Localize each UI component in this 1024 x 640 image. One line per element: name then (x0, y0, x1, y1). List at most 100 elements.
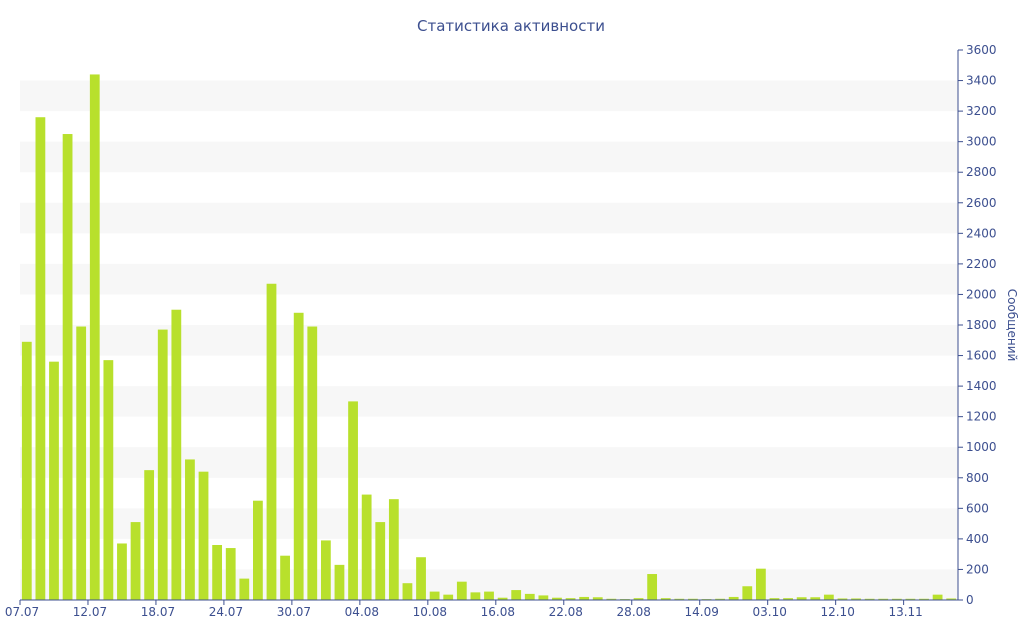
y-tick-label: 2400 (966, 226, 997, 240)
grid-band (20, 202, 958, 234)
y-tick-label: 1600 (966, 349, 997, 363)
bar (633, 598, 644, 600)
bar (606, 598, 617, 600)
bar (171, 309, 182, 600)
x-tick-label: 14.09 (685, 605, 719, 619)
grid-band (20, 80, 958, 112)
bar (49, 361, 59, 600)
bar (837, 598, 848, 600)
bar (62, 134, 73, 600)
bar (76, 326, 87, 600)
y-tick-label: 600 (966, 501, 989, 515)
bar (511, 590, 522, 600)
bar (565, 598, 576, 600)
bar (361, 494, 372, 600)
bar (592, 597, 603, 600)
bar (919, 598, 929, 600)
bar (688, 598, 698, 600)
bar (851, 598, 861, 600)
bar (755, 568, 766, 600)
bar (538, 595, 549, 600)
x-tick-label: 22.08 (549, 605, 583, 619)
y-tick-label: 1800 (966, 318, 997, 332)
bar (946, 598, 957, 600)
x-tick-label: 04.08 (345, 605, 379, 619)
bar (470, 592, 481, 600)
x-tick-label: 24.07 (209, 605, 243, 619)
y-tick-label: 2600 (966, 196, 997, 210)
bar (266, 283, 277, 600)
bar (660, 598, 671, 600)
bar (552, 597, 562, 600)
bar (334, 564, 345, 600)
chart-title: Статистика активности (417, 17, 605, 35)
y-tick-label: 3600 (966, 43, 997, 57)
y-axis-label: Сообщений (1005, 289, 1019, 362)
bar (239, 578, 250, 600)
y-tick-label: 0 (966, 593, 974, 607)
bar (225, 548, 236, 600)
y-tick-label: 3400 (966, 74, 997, 88)
y-tick-label: 1000 (966, 440, 997, 454)
bar (769, 598, 780, 600)
y-tick-label: 2000 (966, 287, 997, 301)
x-tick-label: 13.11 (888, 605, 922, 619)
bar (524, 593, 535, 600)
bar (130, 522, 141, 600)
bar (280, 555, 290, 600)
bar (484, 591, 494, 600)
bar (416, 557, 426, 600)
bar (185, 459, 195, 600)
bar (497, 597, 508, 600)
bar (715, 598, 725, 600)
y-tick-label: 800 (966, 471, 989, 485)
y-tick-label: 400 (966, 532, 989, 546)
bar (810, 597, 821, 600)
y-tick-label: 2200 (966, 257, 997, 271)
bar (429, 591, 440, 600)
bar (307, 326, 318, 600)
bar (579, 596, 590, 600)
grid-band (20, 263, 958, 295)
x-tick-label: 28.08 (617, 605, 651, 619)
bar (21, 341, 32, 600)
bar (35, 117, 46, 600)
grid-band (20, 141, 958, 173)
bar (443, 594, 454, 600)
bar (864, 598, 875, 600)
bar (891, 598, 902, 600)
bar (796, 597, 807, 600)
x-tick-label: 10.08 (413, 605, 447, 619)
bar (388, 499, 399, 600)
x-tick-label: 03.10 (753, 605, 787, 619)
bar (320, 540, 331, 600)
bar (647, 574, 658, 600)
bar (348, 401, 358, 600)
bar (103, 360, 114, 600)
bar (89, 74, 100, 600)
bar (456, 581, 467, 600)
bar (823, 594, 834, 600)
bar (253, 500, 263, 600)
x-tick-label: 12.10 (820, 605, 854, 619)
y-tick-label: 2800 (966, 165, 997, 179)
bar (905, 598, 916, 600)
bar (212, 545, 223, 600)
bar-series (21, 74, 957, 600)
bar (932, 594, 943, 600)
y-axis-ticks: 0 200 400 600 800 1000 1200 1400 1600 1800 2000 220… (958, 43, 997, 607)
bar (402, 583, 413, 600)
y-tick-label: 1400 (966, 379, 997, 393)
x-tick-label: 18.07 (141, 605, 175, 619)
bar (783, 598, 793, 600)
bar (674, 598, 685, 600)
bar (293, 312, 304, 600)
y-tick-label: 3000 (966, 135, 997, 149)
x-tick-label: 30.07 (277, 605, 311, 619)
bar (742, 586, 753, 600)
x-tick-label: 16.08 (481, 605, 515, 619)
y-tick-label: 3200 (966, 104, 997, 118)
bar (157, 329, 168, 600)
x-axis-ticks: 07.07 12.07 18.07 24.07 30.07 04.08 10.08 16.08… (5, 600, 923, 619)
